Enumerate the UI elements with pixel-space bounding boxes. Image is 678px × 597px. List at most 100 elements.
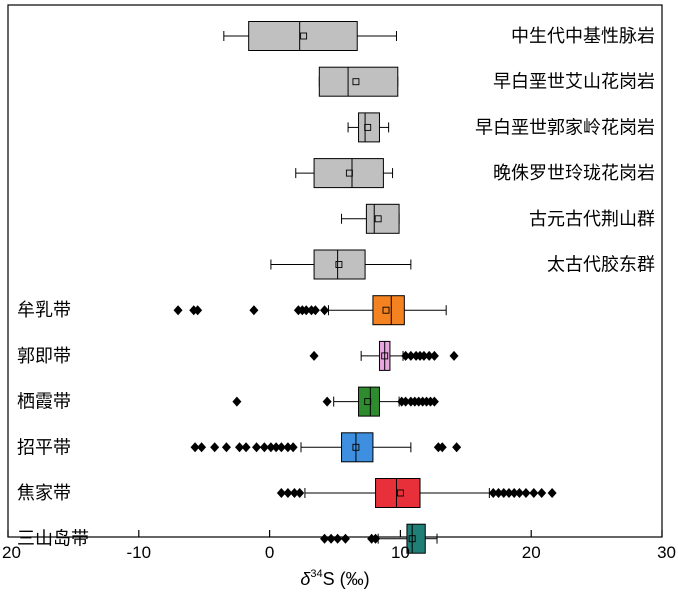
outlier-point [221, 442, 231, 453]
mean-marker [408, 535, 416, 543]
outlier-point [326, 533, 336, 544]
outlier-point [235, 442, 245, 453]
category-label: 晚侏罗世玲珑花岗岩 [493, 163, 655, 184]
outlier-point [309, 350, 319, 361]
outlier-point [289, 488, 299, 498]
category-label: 牟乳带 [17, 300, 71, 321]
outlier-point [301, 305, 311, 316]
x-axis-title: δ34S (‰) [300, 568, 369, 589]
outlier-point [406, 350, 416, 361]
series-row: 郭即带 [17, 340, 459, 371]
x-tick-label: -10 [127, 543, 152, 562]
mean-marker [352, 443, 360, 451]
category-label: 招平带 [17, 437, 71, 458]
outlier-point [249, 305, 259, 316]
box [358, 386, 380, 417]
outlier-point [521, 488, 531, 498]
x-tick-label: 20 [2, 543, 21, 562]
mean-marker [335, 261, 343, 268]
outlier-point [276, 488, 286, 498]
category-label: 早白垩世艾山花岗岩 [493, 72, 655, 93]
category-label: 中生代中基性脉岩 [511, 26, 655, 47]
outlier-point [529, 488, 539, 498]
outlier-point [401, 396, 411, 407]
mean-marker [381, 352, 389, 360]
series-row: 焦家带 [17, 478, 557, 508]
outlier-point [310, 305, 320, 316]
series-row: 栖霞带 [17, 386, 439, 417]
outlier-point [494, 488, 503, 498]
outlier-point [419, 350, 429, 361]
outlier-point [429, 396, 439, 407]
outlier-point [232, 396, 242, 407]
series-row: 三山岛带 [17, 523, 438, 554]
outlier-point [252, 442, 262, 453]
outlier-point [509, 488, 519, 498]
series-row: 早白垩世艾山花岗岩 [318, 66, 655, 97]
outlier-point [241, 442, 251, 453]
box [313, 249, 366, 280]
mean-marker [300, 32, 308, 40]
series-row: 晚侏罗世玲珑花岗岩 [295, 158, 655, 189]
mean-marker [374, 215, 382, 223]
category-label: 早白垩世郭家岭花岗岩 [475, 117, 655, 138]
outlier-point [504, 488, 514, 498]
x-tick-label: 0 [265, 543, 274, 562]
box [365, 203, 400, 234]
box [313, 158, 384, 189]
x-axis-title-symbol: δ [300, 569, 311, 589]
mean-marker [352, 78, 360, 86]
outlier-point [288, 442, 298, 453]
outlier-point [193, 305, 203, 316]
outlier-point [190, 442, 200, 453]
outlier-point [452, 442, 462, 453]
outlier-point [401, 350, 411, 361]
outlier-point [488, 488, 498, 498]
outlier-point [547, 488, 557, 498]
x-tick-label: 30 [657, 543, 676, 562]
mean-marker [382, 306, 390, 314]
mean-marker [364, 123, 372, 131]
box [248, 21, 358, 51]
outlier-point [210, 442, 220, 453]
mean-marker [364, 398, 372, 406]
series-row: 牟乳带 [17, 295, 447, 326]
outlier-point [437, 442, 447, 453]
outlier-point [371, 533, 381, 544]
outlier-point [340, 533, 350, 544]
category-label: 焦家带 [17, 483, 71, 504]
box [358, 112, 380, 143]
series-group: 中生代中基性脉岩早白垩世艾山花岗岩早白垩世郭家岭花岗岩晚侏罗世玲珑花岗岩古元古代… [17, 21, 655, 554]
category-label: 古元古代荆山群 [529, 209, 655, 230]
outlier-point [424, 350, 434, 361]
outlier-point [173, 305, 183, 316]
x-axis-title-rest: S (‰) [323, 569, 370, 589]
outlier-point [259, 442, 269, 453]
mean-marker [345, 169, 353, 177]
box [406, 523, 426, 554]
series-row: 早白垩世郭家岭花岗岩 [347, 112, 655, 143]
outlier-point [322, 396, 332, 407]
outlier-point [295, 488, 305, 498]
series-row: 古元古代荆山群 [341, 203, 655, 234]
category-label: 三山岛带 [17, 529, 89, 550]
outlier-point [333, 533, 343, 544]
series-row: 招平带 [17, 432, 462, 463]
x-tick-label: 10 [391, 543, 410, 562]
outlier-point [514, 488, 524, 498]
series-row: 中生代中基性脉岩 [223, 21, 655, 51]
outlier-point [283, 488, 293, 498]
outlier-point [499, 488, 509, 498]
box [341, 432, 374, 463]
x-tick-label: 20 [522, 543, 541, 562]
outlier-point [271, 442, 281, 453]
category-label: 栖霞带 [17, 392, 71, 413]
mean-marker [396, 489, 404, 497]
outlier-point [320, 305, 330, 316]
outlier-point [197, 442, 207, 453]
x-axis-title-superscript: 34 [310, 568, 322, 580]
series-row: 太古代胶东群 [270, 249, 655, 280]
outlier-point [429, 350, 439, 361]
outlier-point [320, 533, 330, 544]
